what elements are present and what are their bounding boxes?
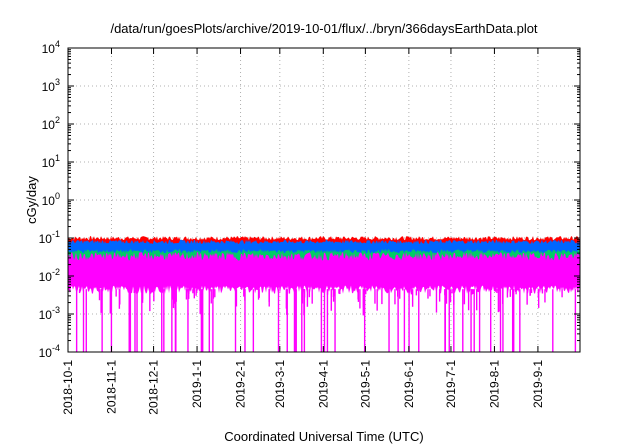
chart-title: /data/run/goesPlots/archive/2019-10-01/f… [110,21,537,36]
x-tick-label: 2018-10-1 [61,360,75,415]
x-tick-label: 2018-12-1 [147,360,161,415]
x-tick-label: 2019-9-1 [531,360,545,408]
x-tick-label: 2019-2-1 [234,360,248,408]
y-tick-label: 10-4 [39,343,60,360]
x-tick-label: 2019-8-1 [487,360,501,408]
x-axis-label: Coordinated Universal Time (UTC) [224,429,423,444]
y-axis-label: cGy/day [24,176,39,224]
y-tick-label: 10-1 [39,229,60,246]
x-tick-label: 2019-4-1 [316,360,330,408]
y-tick-label: 10-3 [39,305,60,322]
y-tick-label: 100 [42,191,60,208]
x-tick-label: 2019-1-1 [190,360,204,408]
y-tick-label: 103 [42,77,60,94]
x-axis: 2018-10-1 2018-11-1 2018-12-1 2019-1-1 2019-… [61,48,545,415]
y-tick-label: 10-2 [39,267,60,284]
x-tick-label: 2019-5-1 [358,360,372,408]
y-tick-label: 101 [42,153,60,170]
x-tick-label: 2019-3-1 [273,360,287,408]
y-tick-label: 102 [42,115,60,132]
x-tick-label: 2019-6-1 [402,360,416,408]
y-tick-label: 104 [42,39,60,56]
y-axis: 10-4 10-3 10-2 10-1 100 101 102 103 104 [39,39,580,360]
x-tick-label: 2019-7-1 [444,360,458,408]
series-magenta [68,252,580,352]
series-band [68,252,580,294]
x-tick-label: 2018-11-1 [104,360,118,414]
plot-area [68,236,580,352]
